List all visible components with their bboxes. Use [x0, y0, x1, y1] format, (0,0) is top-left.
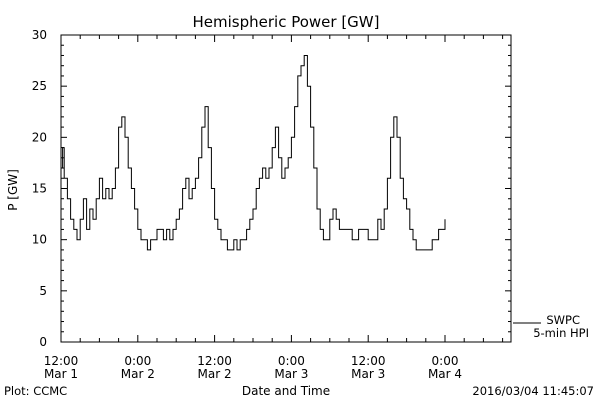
x-tick-time-label: 0:00 [124, 354, 151, 368]
series-line-hemispheric-power [61, 55, 446, 251]
y-tick-label: 15 [32, 182, 47, 196]
y-tick-label: 5 [39, 284, 47, 298]
x-tick-time-label: 0:00 [432, 354, 459, 368]
plot-credit: Plot: CCMC [4, 384, 67, 398]
y-tick-label: 30 [32, 28, 47, 42]
x-tick-time-label: 12:00 [44, 354, 79, 368]
plot-timestamp: 2016/03/04 11:45:07 [472, 384, 594, 398]
y-tick-label: 10 [32, 233, 47, 247]
legend-product: 5-min HPI [533, 326, 589, 340]
y-tick-label: 20 [32, 130, 47, 144]
legend-source: SWPC [546, 313, 580, 327]
x-tick-time-label: 12:00 [197, 354, 232, 368]
series-layer [61, 55, 446, 251]
y-axis: 0 5 10 15 20 25 30 [32, 28, 511, 349]
y-axis-label: P [GW] [6, 169, 20, 211]
x-tick-time-label: 0:00 [278, 354, 305, 368]
x-tick-date-label: Mar 1 [44, 367, 78, 381]
x-tick-date-label: Mar 4 [428, 367, 462, 381]
x-axis-label: Date and Time [242, 384, 330, 398]
y-tick-label: 0 [39, 335, 47, 349]
x-tick-date-label: Mar 2 [121, 367, 155, 381]
y-tick-label: 25 [32, 79, 47, 93]
chart-title: Hemispheric Power [GW] [193, 13, 380, 31]
x-tick-date-label: Mar 2 [198, 367, 232, 381]
x-tick-time-label: 12:00 [351, 354, 386, 368]
x-tick-date-label: Mar 3 [274, 367, 308, 381]
x-tick-date-label: Mar 3 [351, 367, 385, 381]
